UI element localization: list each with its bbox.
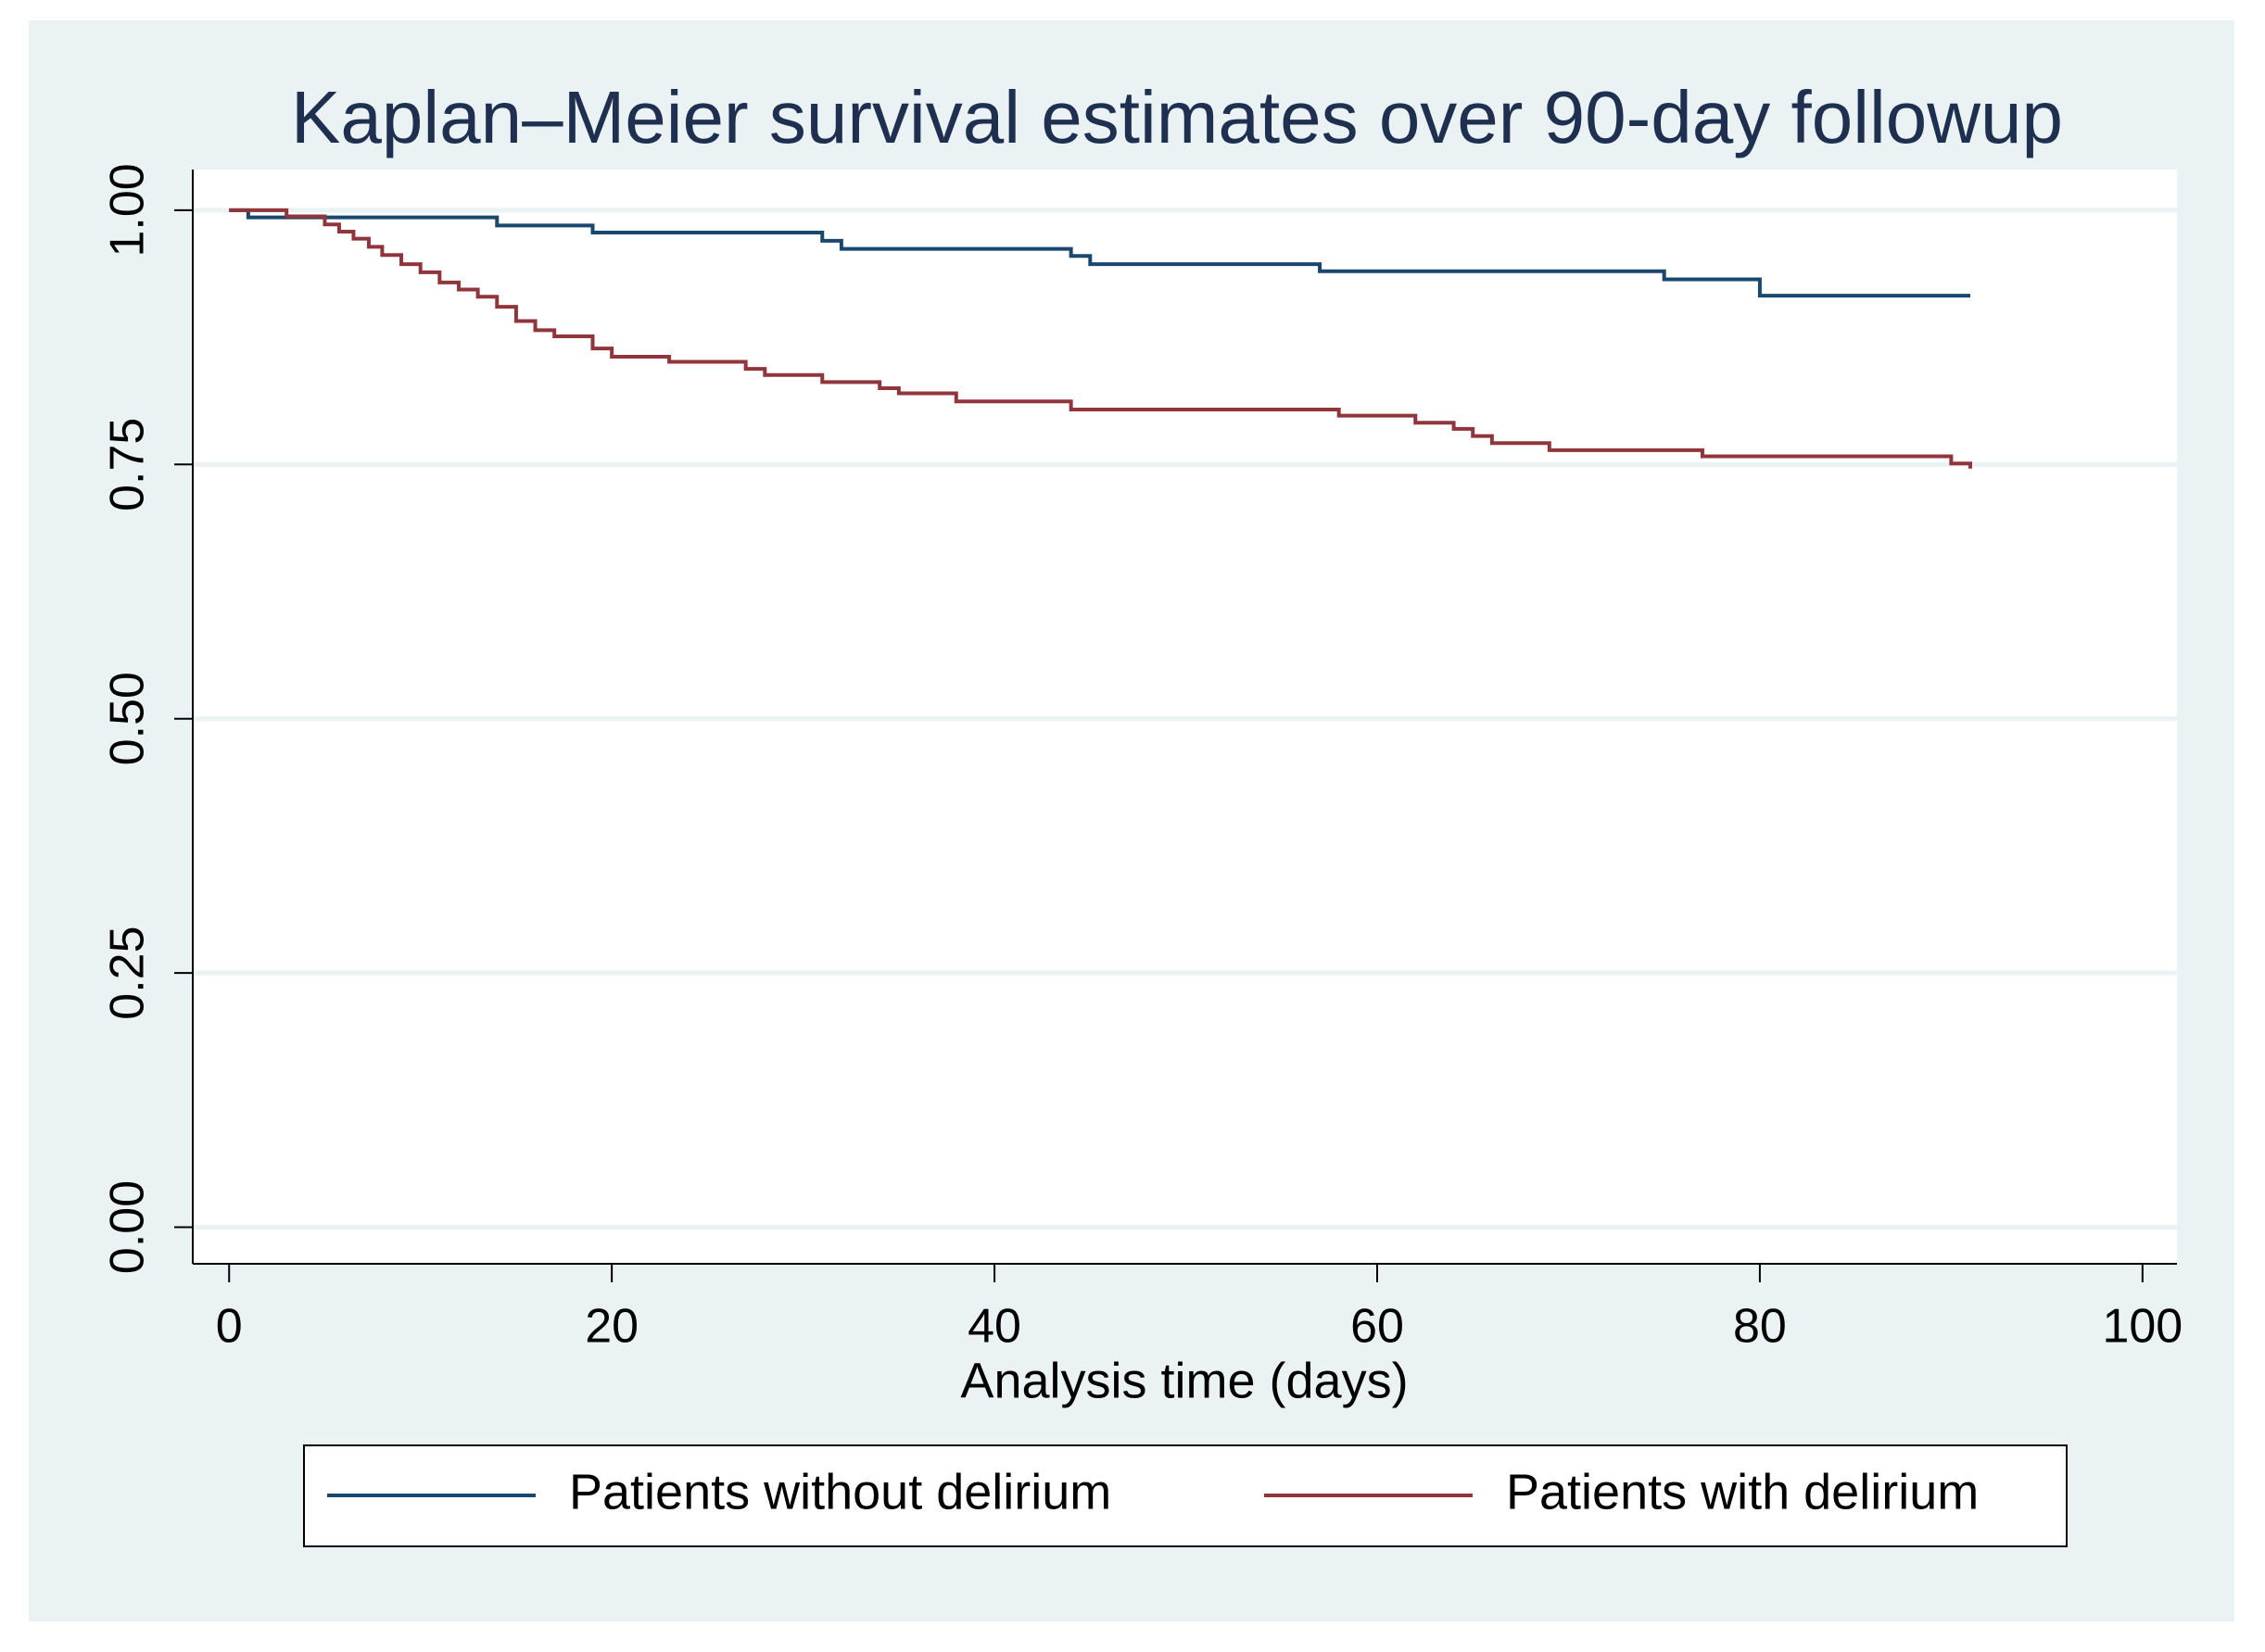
y-tick-label: 0.50 bbox=[101, 672, 155, 765]
y-tick-label: 1.00 bbox=[101, 163, 155, 257]
x-axis-title: Analysis time (days) bbox=[960, 1353, 1408, 1408]
legend-label: Patients without delirium bbox=[569, 1464, 1111, 1520]
y-tick-label: 0.00 bbox=[101, 1180, 155, 1274]
x-tick-label: 100 bbox=[2102, 1300, 2183, 1354]
legend-label: Patients with delirium bbox=[1506, 1464, 1979, 1520]
x-tick-label: 60 bbox=[1350, 1300, 1404, 1354]
y-tick-label: 0.75 bbox=[101, 418, 155, 511]
survival-line bbox=[229, 208, 1971, 298]
x-tick-label: 0 bbox=[216, 1300, 243, 1354]
survival-line bbox=[229, 208, 1973, 469]
legend bbox=[303, 1444, 2068, 1547]
x-tick-label: 40 bbox=[968, 1300, 1021, 1354]
x-tick-label: 80 bbox=[1733, 1300, 1787, 1354]
y-tick-label: 0.25 bbox=[101, 926, 155, 1019]
x-tick-label: 20 bbox=[585, 1300, 639, 1354]
chart-title: Kaplan–Meier survival estimates over 90-… bbox=[291, 76, 2063, 158]
